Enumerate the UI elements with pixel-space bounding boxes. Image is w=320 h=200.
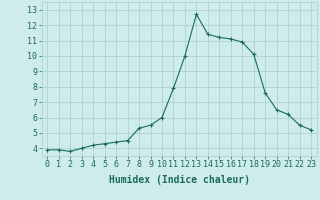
X-axis label: Humidex (Indice chaleur): Humidex (Indice chaleur) (109, 175, 250, 185)
